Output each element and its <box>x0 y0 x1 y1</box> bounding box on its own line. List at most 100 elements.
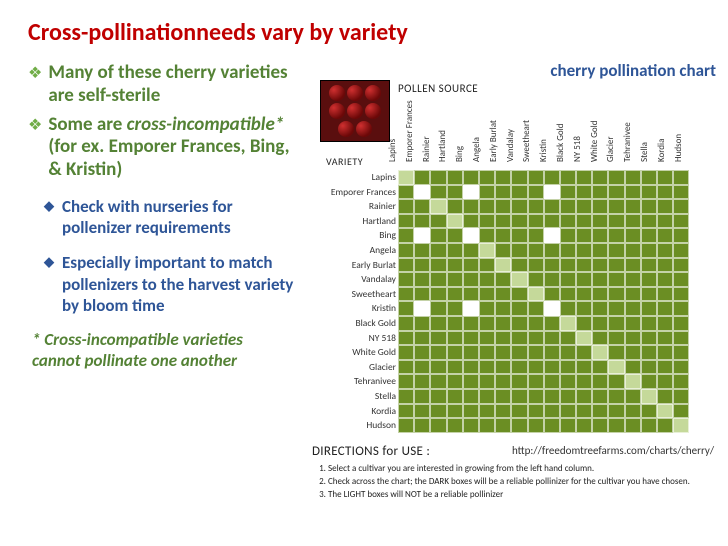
grid-cell <box>528 287 544 302</box>
grid-cell <box>625 228 641 243</box>
grid-cell <box>560 228 576 243</box>
grid-cell <box>479 258 495 273</box>
grid-cell <box>673 272 689 287</box>
grid-cell <box>625 185 641 200</box>
grid-cell <box>625 389 641 404</box>
grid-cell <box>398 185 414 200</box>
grid-cell <box>641 228 657 243</box>
grid-cell <box>576 345 592 360</box>
grid-cell <box>463 345 479 360</box>
grid-cell <box>592 287 608 302</box>
grid-cell <box>495 272 511 287</box>
grid-cell <box>641 418 657 433</box>
grid-cell <box>528 301 544 316</box>
grid-cell <box>414 185 430 200</box>
grid-cell <box>576 272 592 287</box>
grid-cell <box>398 272 414 287</box>
grid-cell <box>430 331 446 346</box>
grid-cell <box>528 345 544 360</box>
grid-cell <box>544 258 560 273</box>
grid-cell <box>479 316 495 331</box>
grid-cell <box>625 272 641 287</box>
grid-cell <box>560 360 576 375</box>
grid-cell <box>414 170 430 185</box>
grid-cell <box>592 301 608 316</box>
grid-cell <box>495 404 511 419</box>
grid-cell <box>657 316 673 331</box>
grid-cell <box>625 199 641 214</box>
grid-cell <box>447 389 463 404</box>
grid-cell <box>511 404 527 419</box>
grid-cell <box>495 301 511 316</box>
grid-cell <box>398 316 414 331</box>
row-header: White Gold <box>310 345 396 360</box>
grid-cell <box>560 258 576 273</box>
grid-cell <box>657 199 673 214</box>
grid-cell <box>463 287 479 302</box>
grid-cell <box>447 360 463 375</box>
grid-cell <box>414 404 430 419</box>
grid-cell <box>447 228 463 243</box>
grid-cell <box>528 418 544 433</box>
grid-cell <box>608 214 624 229</box>
grid-cell <box>511 170 527 185</box>
grid-cell <box>528 360 544 375</box>
grid-cell <box>479 331 495 346</box>
grid-cell <box>657 228 673 243</box>
grid-cell <box>673 228 689 243</box>
grid-cell <box>398 228 414 243</box>
grid-cell <box>495 199 511 214</box>
grid-cell <box>608 287 624 302</box>
grid-cell <box>673 287 689 302</box>
grid-cell <box>673 301 689 316</box>
row-header: Kordia <box>310 404 396 419</box>
grid-cell <box>463 404 479 419</box>
grid-cell <box>673 170 689 185</box>
cherry-image <box>320 80 390 142</box>
grid-cell <box>657 170 673 185</box>
grid-cell <box>479 301 495 316</box>
grid-cell <box>463 199 479 214</box>
grid-cell <box>544 404 560 419</box>
bullet-text: Check with nurseries for pollenizer requ… <box>62 196 298 239</box>
grid-cell <box>673 360 689 375</box>
grid-cell <box>592 404 608 419</box>
grid-cell <box>625 301 641 316</box>
grid-cell <box>398 374 414 389</box>
grid-cell <box>625 243 641 258</box>
grid-cell <box>398 258 414 273</box>
row-header: Emporer Frances <box>310 185 396 200</box>
grid-cell <box>560 243 576 258</box>
grid-cell <box>592 228 608 243</box>
grid-cell <box>657 331 673 346</box>
grid-cell <box>447 418 463 433</box>
grid-cell <box>447 331 463 346</box>
grid-cell <box>528 228 544 243</box>
green-bullet: ❖Many of these cherry varieties are self… <box>28 62 298 108</box>
grid-cell <box>576 404 592 419</box>
grid-cell <box>673 404 689 419</box>
grid-cell <box>463 214 479 229</box>
grid-cell <box>479 404 495 419</box>
grid-cell <box>479 374 495 389</box>
grid-cell <box>528 272 544 287</box>
footnote: * Cross-incompatible varieties cannot po… <box>32 330 292 371</box>
grid-cell <box>608 389 624 404</box>
diamond-icon: ◆ <box>44 255 54 316</box>
grid-cell <box>560 316 576 331</box>
grid-cell <box>641 316 657 331</box>
grid-cell <box>414 287 430 302</box>
grid-cell <box>447 170 463 185</box>
grid-cell <box>673 331 689 346</box>
grid-cell <box>463 301 479 316</box>
grid-cell <box>592 214 608 229</box>
grid-cell <box>544 331 560 346</box>
grid-cell <box>576 185 592 200</box>
grid-cell <box>641 258 657 273</box>
pollen-source-label: POLLEN SOURCE <box>398 82 478 95</box>
grid-cell <box>544 272 560 287</box>
grid-cell <box>641 243 657 258</box>
grid-cell <box>641 170 657 185</box>
grid-cell <box>673 345 689 360</box>
grid-cell <box>463 228 479 243</box>
